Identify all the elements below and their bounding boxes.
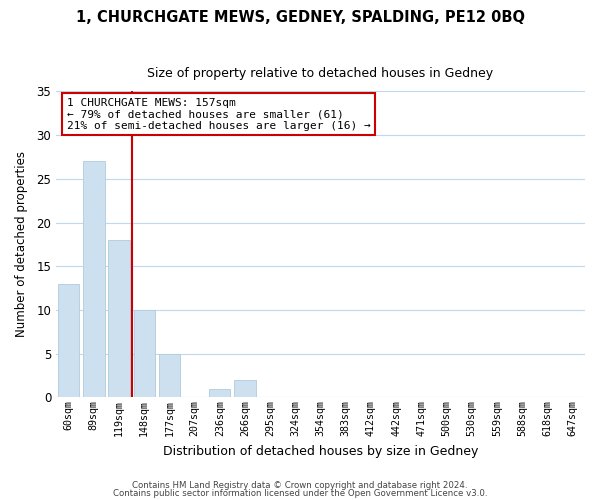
Text: 1 CHURCHGATE MEWS: 157sqm
← 79% of detached houses are smaller (61)
21% of semi-: 1 CHURCHGATE MEWS: 157sqm ← 79% of detac… [67,98,370,130]
Title: Size of property relative to detached houses in Gedney: Size of property relative to detached ho… [148,68,494,80]
Bar [58,284,79,398]
Y-axis label: Number of detached properties: Number of detached properties [15,152,28,338]
Bar [134,310,155,398]
Bar [234,380,256,398]
Text: Contains HM Land Registry data © Crown copyright and database right 2024.: Contains HM Land Registry data © Crown c… [132,481,468,490]
Bar [109,240,130,398]
X-axis label: Distribution of detached houses by size in Gedney: Distribution of detached houses by size … [163,444,478,458]
Text: Contains public sector information licensed under the Open Government Licence v3: Contains public sector information licen… [113,488,487,498]
Bar [159,354,180,398]
Bar [209,388,230,398]
Bar [83,162,104,398]
Text: 1, CHURCHGATE MEWS, GEDNEY, SPALDING, PE12 0BQ: 1, CHURCHGATE MEWS, GEDNEY, SPALDING, PE… [76,10,524,25]
